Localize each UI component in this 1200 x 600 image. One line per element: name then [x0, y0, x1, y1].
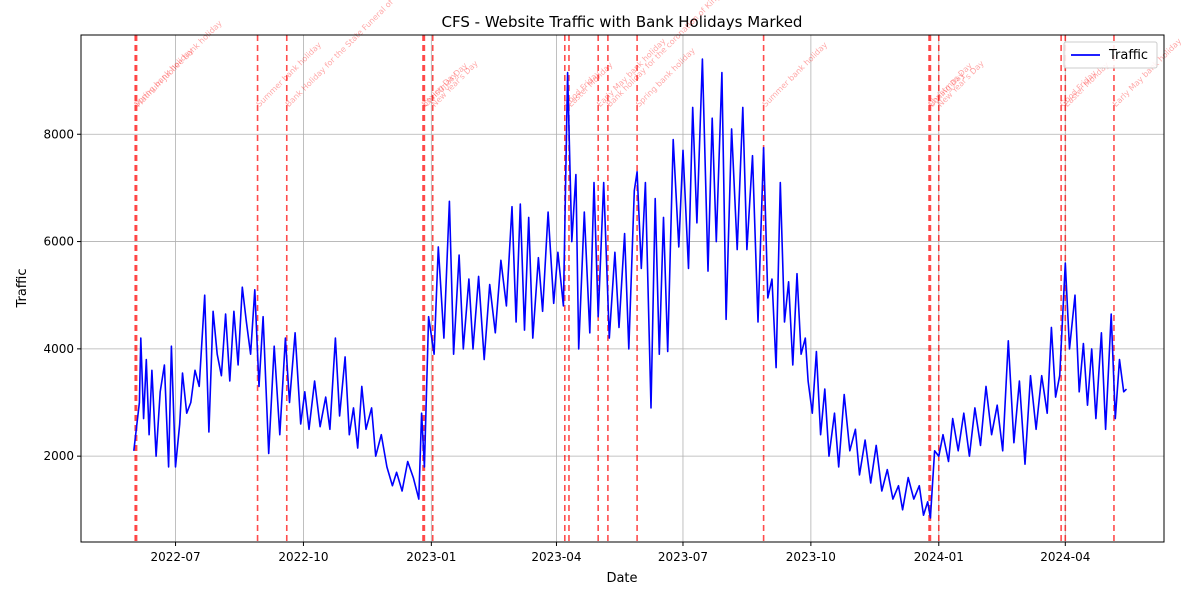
grid-lines: [81, 35, 1164, 542]
x-tick-label: 2022-07: [150, 550, 200, 564]
chart-title: CFS - Website Traffic with Bank Holidays…: [442, 13, 803, 31]
legend-box: [1063, 41, 1158, 69]
y-tick-label: 6000: [43, 235, 74, 249]
series-lines: [133, 58, 1128, 519]
y-tick-label: 2000: [43, 449, 74, 463]
x-tick-label: 2024-04: [1040, 550, 1090, 564]
legend-label-traffic: Traffic: [1108, 48, 1148, 63]
legend: Traffic: [1063, 41, 1158, 69]
y-tick-label: 4000: [43, 342, 74, 356]
y-axis-ticks: 2000 4000 6000 8000: [43, 127, 81, 463]
y-tick-label: 8000: [43, 127, 74, 141]
y-axis-label: Traffic: [15, 268, 30, 308]
x-tick-label: 2023-01: [406, 550, 456, 564]
x-tick-label: 2023-07: [658, 550, 708, 564]
x-tick-label: 2022-10: [278, 550, 328, 564]
x-axis-label: Date: [606, 571, 637, 586]
x-tick-label: 2024-01: [914, 550, 964, 564]
plot-frame: [80, 34, 1165, 543]
traffic-series-line: [133, 58, 1128, 519]
x-axis-ticks: 2022-07 2022-10 2023-01 2023-04 2023-07 2023-…: [150, 542, 1090, 564]
x-tick-label: 2023-10: [786, 550, 836, 564]
x-tick-label: 2023-04: [531, 550, 581, 564]
